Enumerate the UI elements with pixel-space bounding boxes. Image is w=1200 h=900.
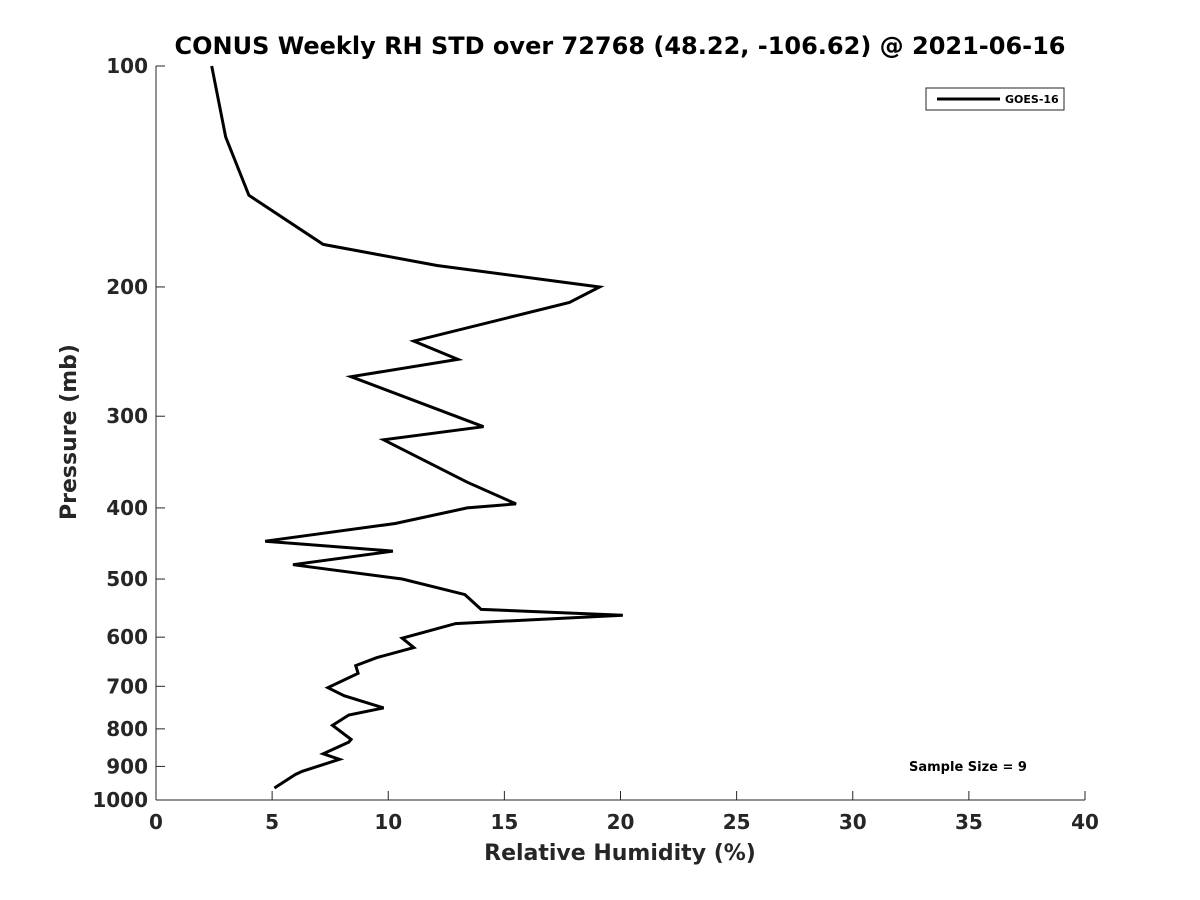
y-tick-label: 700 [106, 674, 148, 698]
y-axis-ticks: 100 200 300 400 500 600 700 800 900 1000 [92, 54, 165, 812]
x-axis-label: Relative Humidity (%) [484, 841, 756, 866]
series-line-goes-16 [210, 65, 623, 790]
y-tick-label: 100 [106, 54, 148, 78]
x-tick-label: 20 [607, 810, 635, 834]
y-tick-label: 500 [106, 567, 148, 591]
sample-size-annotation: Sample Size = 9 [909, 760, 1027, 775]
x-tick-label: 25 [723, 810, 751, 834]
x-tick-label: 40 [1071, 810, 1099, 834]
y-tick-label: 800 [106, 717, 148, 741]
legend-label: GOES-16 [1005, 93, 1059, 106]
x-tick-label: 15 [490, 810, 518, 834]
x-tick-label: 35 [955, 810, 983, 834]
series-group [210, 65, 623, 790]
x-tick-label: 10 [374, 810, 402, 834]
x-tick-label: 30 [839, 810, 867, 834]
axes [155, 66, 1085, 801]
y-tick-label: 200 [106, 275, 148, 299]
x-axis-ticks: 0 5 10 15 20 25 30 35 40 [149, 791, 1099, 834]
x-tick-label: 0 [149, 810, 163, 834]
y-tick-label: 900 [106, 754, 148, 778]
y-axis-label: Pressure (mb) [57, 344, 82, 520]
legend: GOES-16 [925, 87, 1065, 111]
y-tick-label: 400 [106, 496, 148, 520]
x-tick-label: 5 [265, 810, 279, 834]
y-tick-label: 600 [106, 625, 148, 649]
y-tick-label: 1000 [92, 788, 148, 812]
chart-title: CONUS Weekly RH STD over 72768 (48.22, -… [174, 32, 1065, 60]
y-tick-label: 300 [106, 404, 148, 428]
